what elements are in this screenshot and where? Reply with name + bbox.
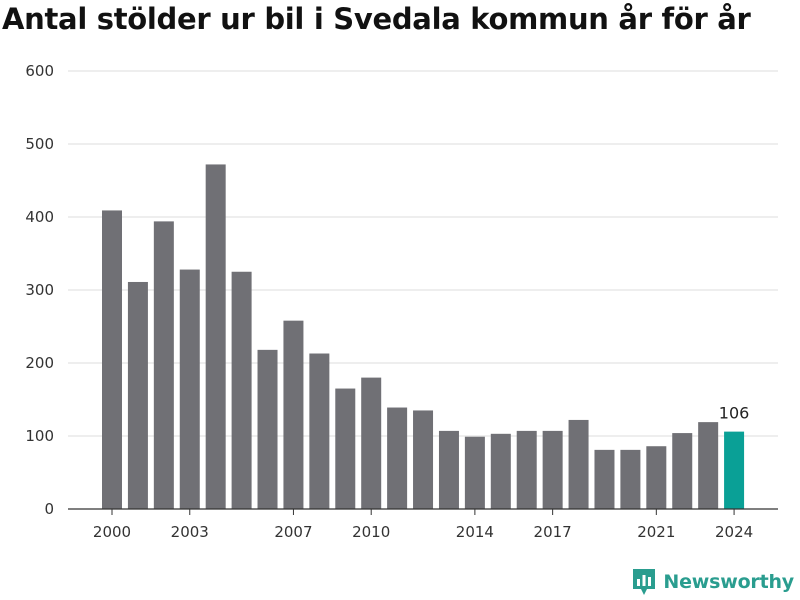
bar-2010 [361, 377, 382, 509]
y-tick-label: 600 [25, 62, 54, 80]
bar-2013 [438, 430, 459, 509]
bar-2006 [257, 349, 278, 509]
x-tick-label: 2003 [171, 523, 209, 541]
x-tick-label: 2017 [534, 523, 572, 541]
x-tick-label: 2021 [637, 523, 675, 541]
x-tick-label: 2014 [456, 523, 494, 541]
bar-2000 [102, 210, 122, 509]
bar-2012 [413, 410, 434, 509]
bar-2022 [672, 433, 693, 509]
bars [102, 164, 745, 509]
brand-name: Newsworthy [663, 571, 794, 593]
x-tick-label: 2000 [93, 523, 131, 541]
brand: Newsworthy [631, 567, 794, 597]
y-tick-label: 100 [25, 427, 54, 445]
bar-2021 [646, 446, 667, 509]
bar-2004 [205, 164, 226, 509]
bar-2003 [179, 269, 200, 509]
y-tick-label: 200 [25, 354, 54, 372]
y-axis-ticks: 0 100 200 300 400 500 600 [25, 62, 54, 518]
bar-2001 [127, 281, 148, 509]
y-tick-label: 400 [25, 208, 54, 226]
y-tick-label: 300 [25, 281, 54, 299]
bar-2014 [464, 436, 485, 509]
x-tick-label: 2024 [715, 523, 753, 541]
bar-2017 [542, 430, 563, 509]
bar-2002 [153, 221, 174, 509]
x-tick-label: 2007 [274, 523, 312, 541]
y-tick-label: 0 [44, 500, 54, 518]
bar-2019 [594, 449, 615, 509]
x-tick-label: 2010 [352, 523, 390, 541]
newsworthy-logo-icon [633, 569, 656, 595]
x-axis-ticks: 2000 2003 2007 2010 2014 2017 2021 2024 [93, 509, 753, 541]
data-labels: 106 [719, 404, 750, 423]
bar-2015 [490, 433, 511, 509]
y-tick-label: 500 [25, 135, 54, 153]
bar-2007 [283, 320, 304, 509]
bar-2020 [620, 449, 641, 509]
gridlines [68, 70, 778, 437]
bar-2005 [231, 271, 252, 509]
bar-2008 [309, 353, 330, 509]
bar-2018 [568, 419, 589, 509]
bar-2023 [698, 422, 719, 509]
bar-2016 [516, 430, 537, 509]
chart-title: Antal stölder ur bil i Svedala kommun år… [2, 2, 751, 36]
data-label-2024: 106 [719, 404, 750, 423]
bar-2011 [387, 407, 408, 509]
bar-2024 [724, 431, 745, 509]
bar-2009 [335, 388, 356, 509]
